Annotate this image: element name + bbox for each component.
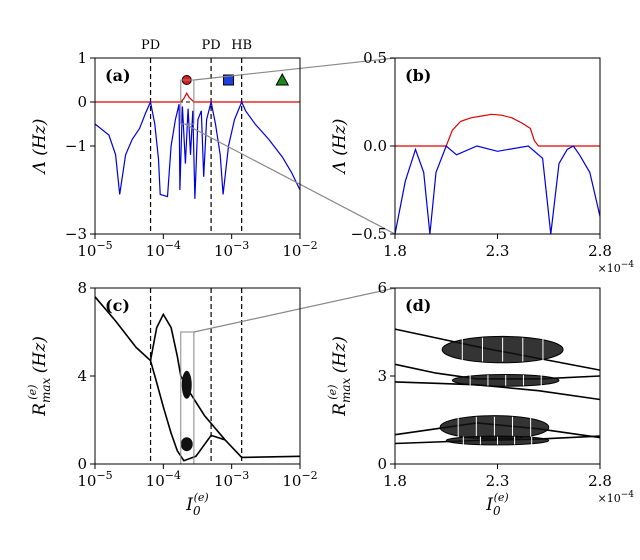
panel-d-frame bbox=[394, 287, 601, 465]
panel-c-chaotic-cloud-lower bbox=[180, 437, 193, 452]
panel-b-ytick-label: −0.5 bbox=[351, 225, 387, 243]
panel-c-chaotic-cloud-upper bbox=[181, 370, 192, 399]
figure-data-layer bbox=[90, 57, 601, 469]
panel-d-x-scale-note: ×10−4 bbox=[598, 490, 635, 505]
panel-d-xtick-label: 1.8 bbox=[383, 472, 407, 490]
panel-c-xlabel: I0(e) bbox=[185, 491, 208, 518]
panel-a-vline-label: PD bbox=[202, 38, 221, 53]
panel-a-zoom-connector-bottom bbox=[184, 123, 396, 235]
panel-b-frame bbox=[394, 57, 601, 235]
panel-d-tag: (d) bbox=[405, 296, 431, 315]
panel-b-ytick-label: 0.0 bbox=[363, 137, 387, 155]
panel-d-ylabel: Rmax(e) (Hz) bbox=[326, 336, 353, 417]
panel-a-ytick-label: 1 bbox=[77, 49, 87, 67]
panel-c-tag: (c) bbox=[105, 296, 130, 315]
panel-a-marker-triangle bbox=[275, 72, 290, 86]
panel-c-ytick-label: 8 bbox=[77, 279, 87, 297]
panel-a-tag: (a) bbox=[105, 66, 131, 85]
panel-b-ytick-label: 0.5 bbox=[363, 49, 387, 67]
panel-a-xtick-label: 10−4 bbox=[146, 239, 181, 260]
panel-d-ytick-label: 3 bbox=[377, 367, 387, 385]
panel-c-xtick-label: 10−2 bbox=[282, 469, 317, 490]
panel-c-zoom-connector-top bbox=[193, 287, 396, 333]
panel-c-frame bbox=[94, 287, 301, 465]
panel-a-xtick-label: 10−3 bbox=[214, 239, 249, 260]
panel-a-series-0 bbox=[95, 91, 300, 103]
panel-c-xtick-label: 10−5 bbox=[77, 469, 112, 490]
panel-d-xlabel: I0(e) bbox=[485, 491, 508, 518]
panel-a-zoom-box bbox=[180, 79, 195, 125]
panel-a-ytick-label: −1 bbox=[65, 137, 87, 155]
panel-c-xtick-label: 10−3 bbox=[214, 469, 249, 490]
panel-b-series-0 bbox=[395, 113, 600, 147]
panel-a-xtick-label: 10−5 bbox=[77, 239, 112, 260]
panel-d-ytick-label: 0 bbox=[377, 455, 387, 473]
panel-c-ytick-label: 4 bbox=[77, 367, 87, 385]
panel-b-tag: (b) bbox=[405, 66, 431, 85]
panel-a-ylabel: Λ (Hz) bbox=[30, 119, 50, 176]
panel-d-xtick-label: 2.8 bbox=[588, 472, 612, 490]
panel-c-ylabel: Rmax(e) (Hz) bbox=[26, 336, 53, 417]
panel-c-ytick-label: 0 bbox=[77, 455, 87, 473]
panel-c-series-1 bbox=[149, 360, 226, 462]
panel-a-series-1 bbox=[94, 100, 301, 199]
panel-b-xtick-label: 2.3 bbox=[486, 242, 510, 260]
panel-a-vline-label: PD bbox=[141, 38, 160, 53]
panel-d-xtick-label: 2.3 bbox=[486, 472, 510, 490]
panel-a-frame bbox=[94, 57, 301, 235]
panel-b-x-scale-note: ×10−4 bbox=[598, 260, 635, 275]
panel-b-series-1 bbox=[394, 144, 601, 235]
panel-a-xtick-label: 10−2 bbox=[282, 239, 317, 260]
panel-a-marker-square bbox=[223, 74, 235, 86]
panel-d-ytick-label: 6 bbox=[377, 279, 387, 297]
panel-b-ylabel: Λ (Hz) bbox=[330, 119, 350, 176]
panel-a-zoom-connector-top bbox=[193, 57, 396, 81]
panel-a-vline-label: HB bbox=[231, 38, 252, 53]
panel-b-xtick-label: 1.8 bbox=[383, 242, 407, 260]
panel-a-ytick-label: −3 bbox=[65, 225, 87, 243]
panel-c-xtick-label: 10−4 bbox=[146, 469, 181, 490]
panel-b-xtick-label: 2.8 bbox=[588, 242, 612, 260]
figure-text-layer: (a) 10−5 10−4 10−3 10−2 −3 −1 0 1 Λ (Hz) PD PD HB (b)… bbox=[26, 38, 634, 518]
panel-a-ytick-label: 0 bbox=[77, 93, 87, 111]
panel-c-series-0 bbox=[94, 296, 301, 459]
